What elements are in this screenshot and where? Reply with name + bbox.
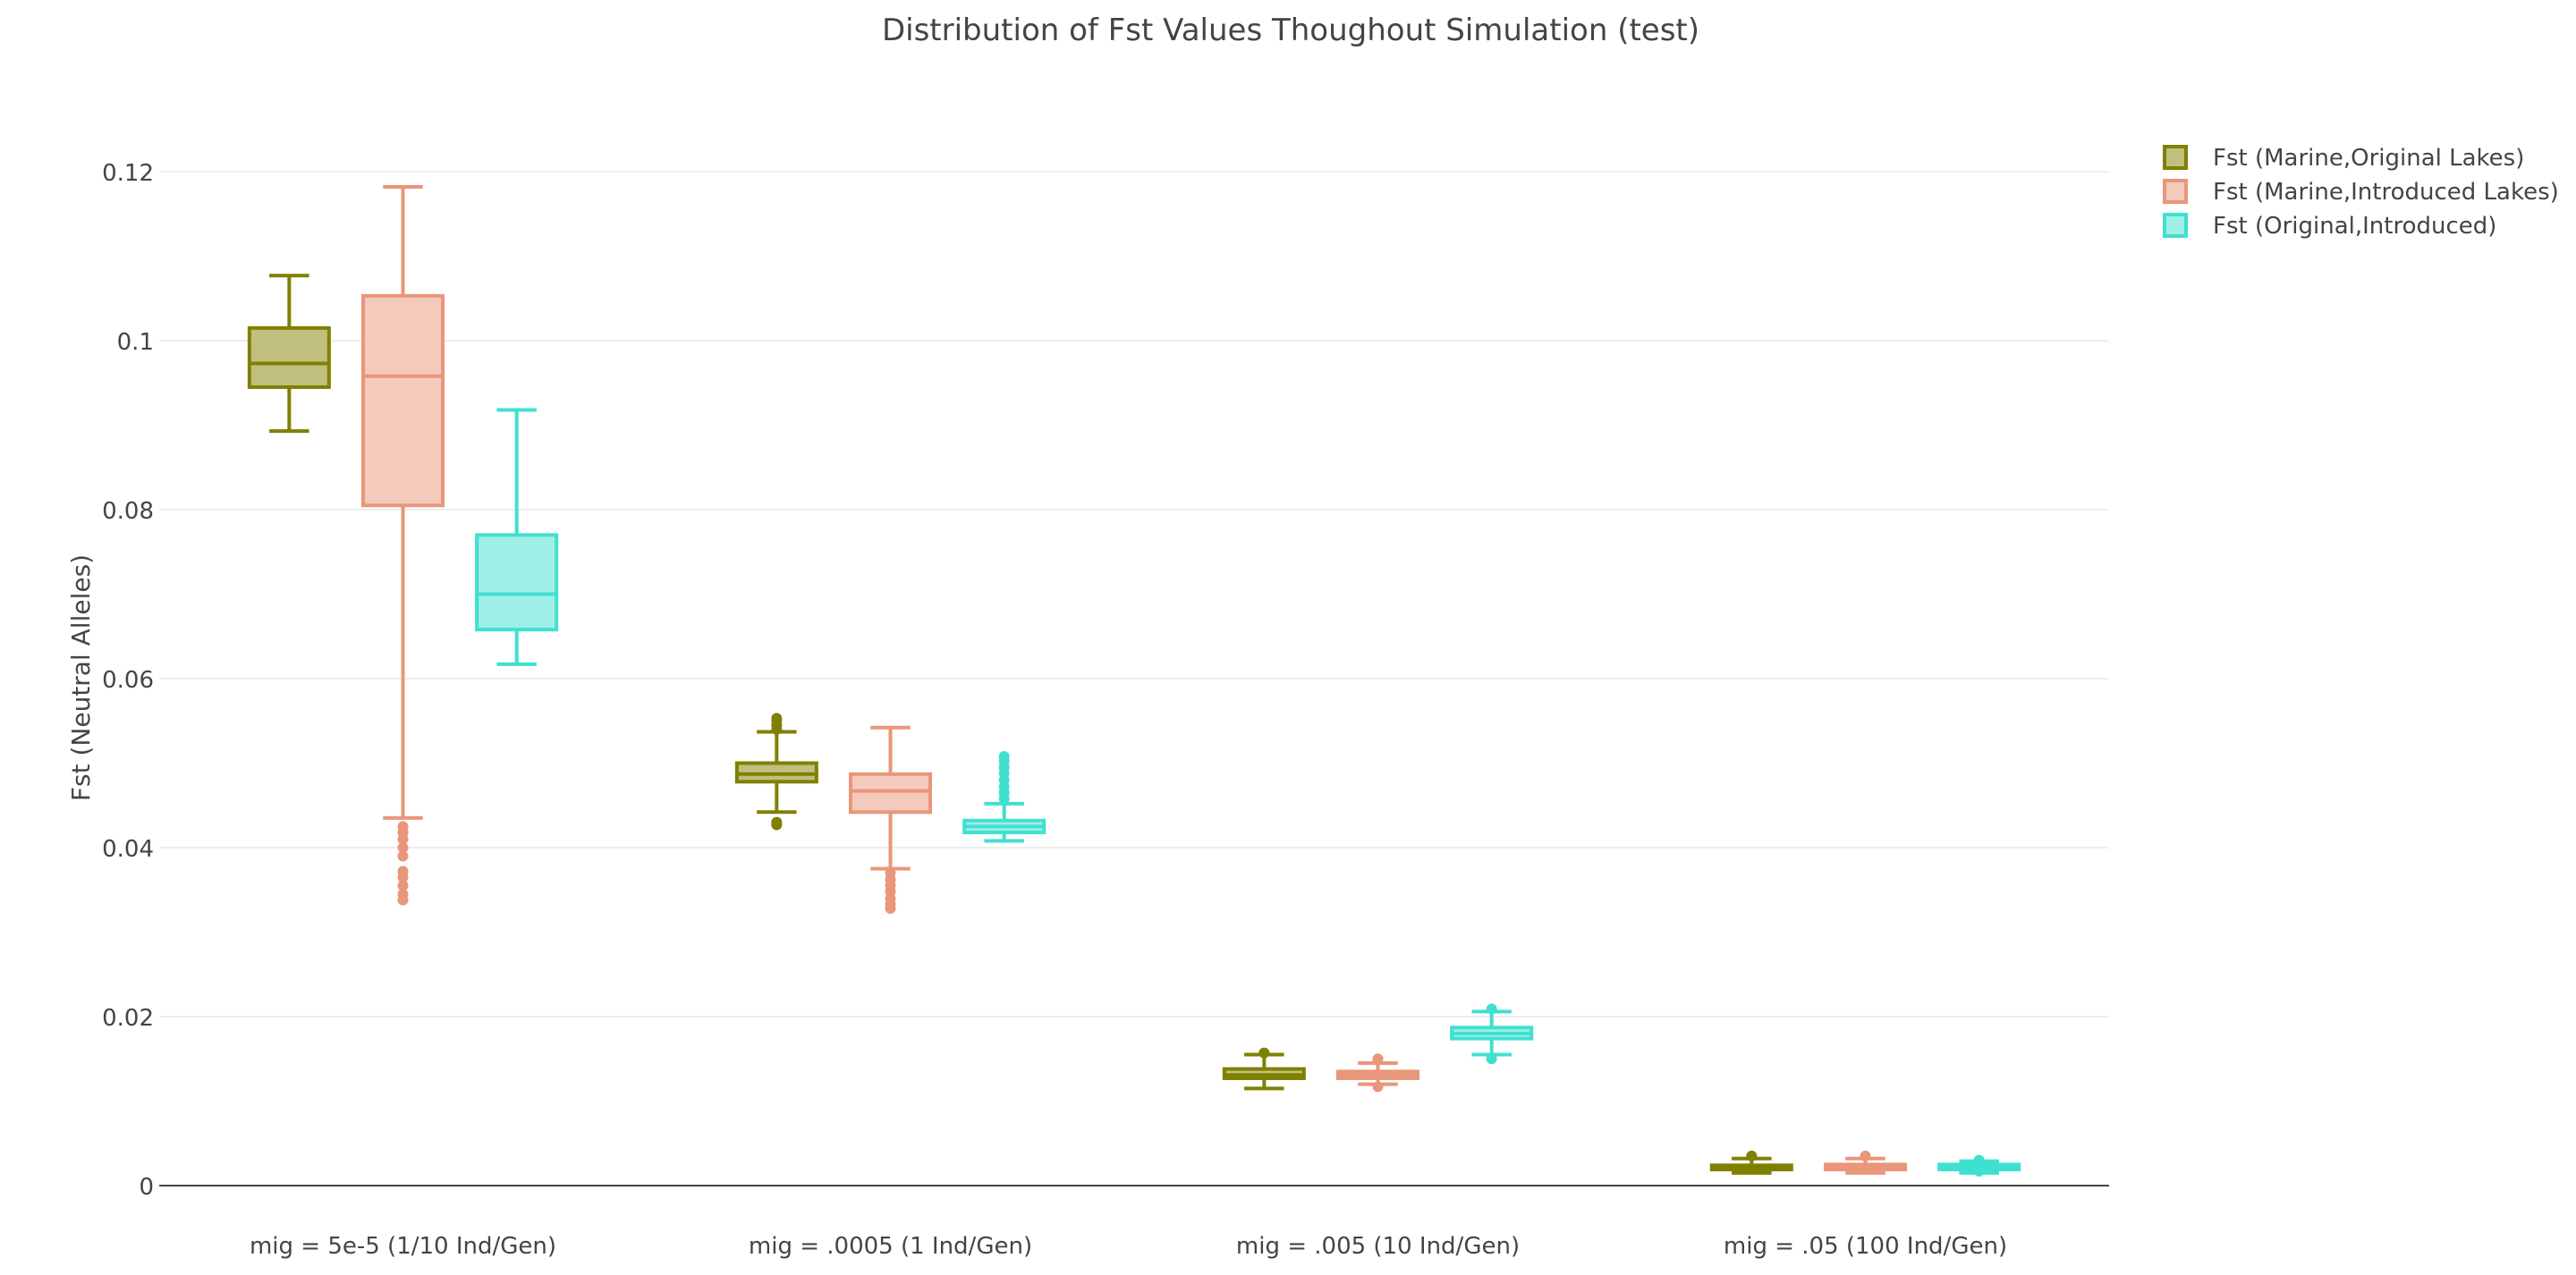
legend-label: Fst (Marine,Original Lakes) xyxy=(2213,145,2524,172)
y-tick-label: 0.08 xyxy=(102,498,154,525)
outlier-point xyxy=(1973,1154,1985,1166)
outlier-point xyxy=(1372,1053,1384,1065)
legend[interactable]: Fst (Marine,Original Lakes) Fst (Marine,I… xyxy=(2163,145,2559,240)
chart-title: Distribution of Fst Values Thoughout Sim… xyxy=(882,13,1699,48)
y-axis-label: Fst (Neutral Alleles) xyxy=(66,554,96,801)
box-plot[interactable] xyxy=(360,185,445,906)
box-plot[interactable] xyxy=(247,274,331,434)
outlier-point xyxy=(1372,1081,1384,1093)
box-plot[interactable] xyxy=(1450,1003,1534,1065)
outlier-point xyxy=(1860,1150,1871,1161)
legend-label: Fst (Marine,Introduced Lakes) xyxy=(2213,179,2559,206)
box-plot[interactable] xyxy=(962,750,1046,843)
outlier-point xyxy=(1973,1165,1985,1177)
legend-swatch xyxy=(2163,213,2188,238)
y-tick-label: 0.06 xyxy=(102,667,154,694)
x-tick-label: mig = 5e-5 (1/10 Ind/Gen) xyxy=(250,1233,556,1260)
outlier-point xyxy=(1746,1150,1758,1161)
box-plot[interactable] xyxy=(1823,1150,1908,1175)
legend-item[interactable]: Fst (Original,Introduced) xyxy=(2163,213,2496,240)
legend-swatch xyxy=(2163,145,2188,170)
outlier-point xyxy=(397,850,409,862)
outlier-point xyxy=(397,842,409,853)
outlier-point xyxy=(397,894,409,906)
x-tick-label: mig = .005 (10 Ind/Gen) xyxy=(1236,1233,1520,1260)
x-tick-label: mig = .0005 (1 Ind/Gen) xyxy=(749,1233,1032,1260)
box-plot[interactable] xyxy=(1937,1154,2021,1177)
grid-layer xyxy=(159,171,2109,1017)
legend-swatch xyxy=(2163,179,2188,204)
box-layer xyxy=(247,185,2021,1177)
box-plot[interactable] xyxy=(1709,1150,1793,1175)
outlier-point xyxy=(1258,1047,1270,1059)
box-plot[interactable] xyxy=(848,725,933,915)
axis-layer: 0 0.02 0.04 0.06 0.08 0.1 0.12 mig = 5e-5 (1/10… xyxy=(102,160,2109,1260)
x-tick-label: mig = .05 (100 Ind/Gen) xyxy=(1724,1233,2007,1260)
legend-item[interactable]: Fst (Marine,Original Lakes) xyxy=(2163,145,2524,172)
box-iqr xyxy=(848,772,933,815)
box-plot[interactable] xyxy=(1335,1053,1420,1093)
outlier-point xyxy=(771,713,783,724)
outlier-point xyxy=(1486,1003,1497,1015)
y-tick-label: 0.12 xyxy=(102,160,154,187)
outlier-point xyxy=(1486,1053,1497,1065)
outlier-point xyxy=(998,750,1010,762)
box-plot[interactable] xyxy=(734,713,818,831)
y-tick-label: 0 xyxy=(139,1174,154,1201)
y-tick-label: 0.02 xyxy=(102,1005,154,1032)
outlier-point xyxy=(885,903,896,915)
outlier-point xyxy=(771,819,783,831)
legend-label: Fst (Original,Introduced) xyxy=(2213,213,2496,240)
y-tick-label: 0.04 xyxy=(102,836,154,863)
outlier-point xyxy=(397,872,409,883)
box-iqr xyxy=(360,293,445,508)
box-plot[interactable] xyxy=(1222,1047,1306,1091)
outlier-point xyxy=(397,833,409,845)
legend-item[interactable]: Fst (Marine,Introduced Lakes) xyxy=(2163,179,2559,206)
outlier-point xyxy=(397,880,409,891)
box-iqr xyxy=(247,325,331,389)
box-iqr xyxy=(475,533,559,632)
box-plot[interactable] xyxy=(475,408,559,666)
y-tick-label: 0.1 xyxy=(117,329,154,356)
